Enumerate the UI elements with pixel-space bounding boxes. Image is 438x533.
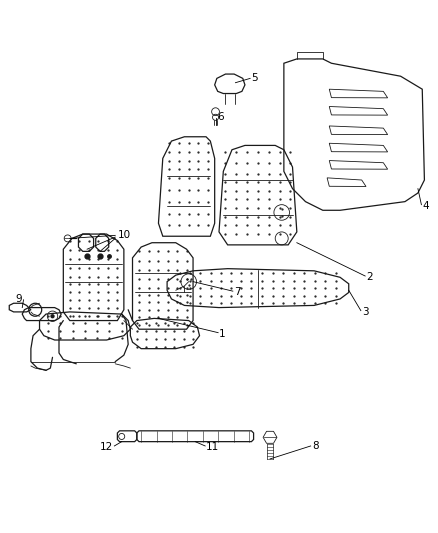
Text: 12: 12 — [100, 442, 113, 452]
Text: 4: 4 — [422, 201, 429, 211]
Text: 3: 3 — [362, 307, 368, 317]
Text: 9: 9 — [16, 294, 22, 304]
Text: 10: 10 — [117, 230, 131, 240]
Text: 11: 11 — [206, 442, 219, 452]
Text: 5: 5 — [251, 74, 258, 83]
Text: 8: 8 — [312, 441, 318, 451]
Text: 2: 2 — [366, 272, 373, 282]
Text: 7: 7 — [234, 287, 241, 297]
Text: 1: 1 — [219, 328, 226, 338]
Circle shape — [50, 314, 55, 318]
Text: 6: 6 — [217, 112, 223, 122]
